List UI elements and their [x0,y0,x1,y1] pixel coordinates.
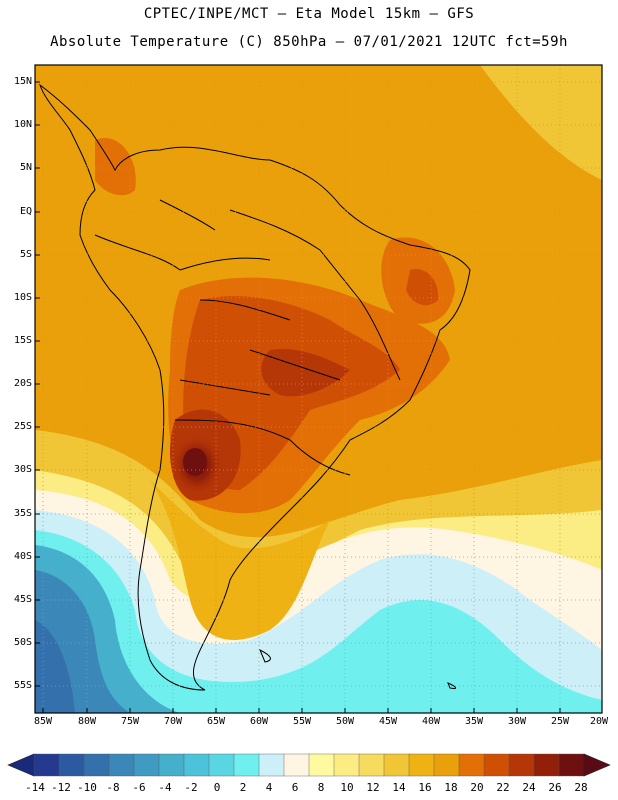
colorbar-label: 22 [496,781,510,794]
colorbar-swatch [508,753,535,777]
lon-label-30w: 30W [507,716,527,727]
colorbar-label: 14 [392,781,406,794]
colorbar-swatch [558,753,585,777]
colorbar-label: 24 [522,781,536,794]
colorbar-label: 8 [317,781,325,794]
colorbar-swatch [483,753,510,777]
colorbar-label: -12 [51,781,71,794]
lat-label-eq: EQ [19,206,32,217]
colorbar-swatch [158,753,185,777]
lat-label-10n: 10N [13,119,32,130]
lat-label-15n: 15N [13,76,32,87]
colorbar-label: 12 [366,781,380,794]
colorbar-high-arrow [583,753,611,777]
lon-label-60w: 60W [249,716,269,727]
lat-label-25s: 25S [13,421,32,432]
colorbar-swatch [108,753,135,777]
colorbar-label: -10 [77,781,97,794]
colorbar-swatch [133,753,160,777]
lon-label-50w: 50W [335,716,355,727]
colorbar-label: -4 [158,781,172,794]
map-frame [34,64,603,714]
lat-label-45s: 45S [13,594,32,605]
lon-label-45w: 45W [378,716,398,727]
lat-label-15s: 15S [13,335,32,346]
colorbar-swatch [58,753,85,777]
colorbar-label: 18 [444,781,458,794]
lat-label-5n: 5N [19,162,32,173]
colorbar-label: 16 [418,781,432,794]
lat-label-10s: 10S [13,292,32,303]
lat-label-30s: 30S [13,464,32,475]
lat-label-50s: 50S [13,637,32,648]
lon-label-70w: 70W [163,716,183,727]
colorbar-label: 20 [470,781,484,794]
lat-label-40s: 40S [13,551,32,562]
colorbar-swatch [333,753,360,777]
colorbar-label: 6 [291,781,299,794]
lon-label-25w: 25W [550,716,570,727]
lon-label-85w: 85W [33,716,53,727]
colorbar-label: 4 [265,781,273,794]
colorbar-label: 28 [574,781,588,794]
colorbar-swatch [233,753,260,777]
colorbar-label: 2 [239,781,247,794]
colorbar-low-arrow [7,753,35,777]
colorbar-swatch [408,753,435,777]
colorbar-label: -14 [25,781,45,794]
colorbar [7,753,611,777]
lat-label-20s: 20S [13,378,32,389]
colorbar-label: 0 [213,781,221,794]
colorbar-label: -8 [106,781,120,794]
map-title-line2: Absolute Temperature (C) 850hPa – 07/01/… [50,34,568,50]
colorbar-swatch [183,753,210,777]
lon-label-35w: 35W [464,716,484,727]
lon-label-80w: 80W [77,716,97,727]
colorbar-swatch [308,753,335,777]
colorbar-swatch [83,753,110,777]
lon-label-65w: 65W [206,716,226,727]
colorbar-swatch [533,753,560,777]
lon-label-40w: 40W [421,716,441,727]
colorbar-swatch [458,753,485,777]
colorbar-swatch [383,753,410,777]
temperature-field [35,65,602,713]
lon-label-75w: 75W [120,716,140,727]
graticule [35,65,602,713]
lon-label-20w: 20W [589,716,609,727]
colorbar-label: -6 [132,781,146,794]
lat-label-5s: 5S [19,249,32,260]
colorbar-swatch [433,753,460,777]
lat-label-35s: 35S [13,508,32,519]
lat-label-55s: 55S [13,680,32,691]
colorbar-swatch [33,753,60,777]
lon-label-55w: 55W [292,716,312,727]
colorbar-swatch [358,753,385,777]
colorbar-swatch [283,753,310,777]
colorbar-label: -2 [184,781,198,794]
colorbar-label: 10 [340,781,354,794]
colorbar-label: 26 [548,781,562,794]
coastline [39,83,471,691]
colorbar-swatch [258,753,285,777]
colorbar-swatch [208,753,235,777]
map-title-line1: CPTEC/INPE/MCT – Eta Model 15km – GFS [143,6,475,22]
